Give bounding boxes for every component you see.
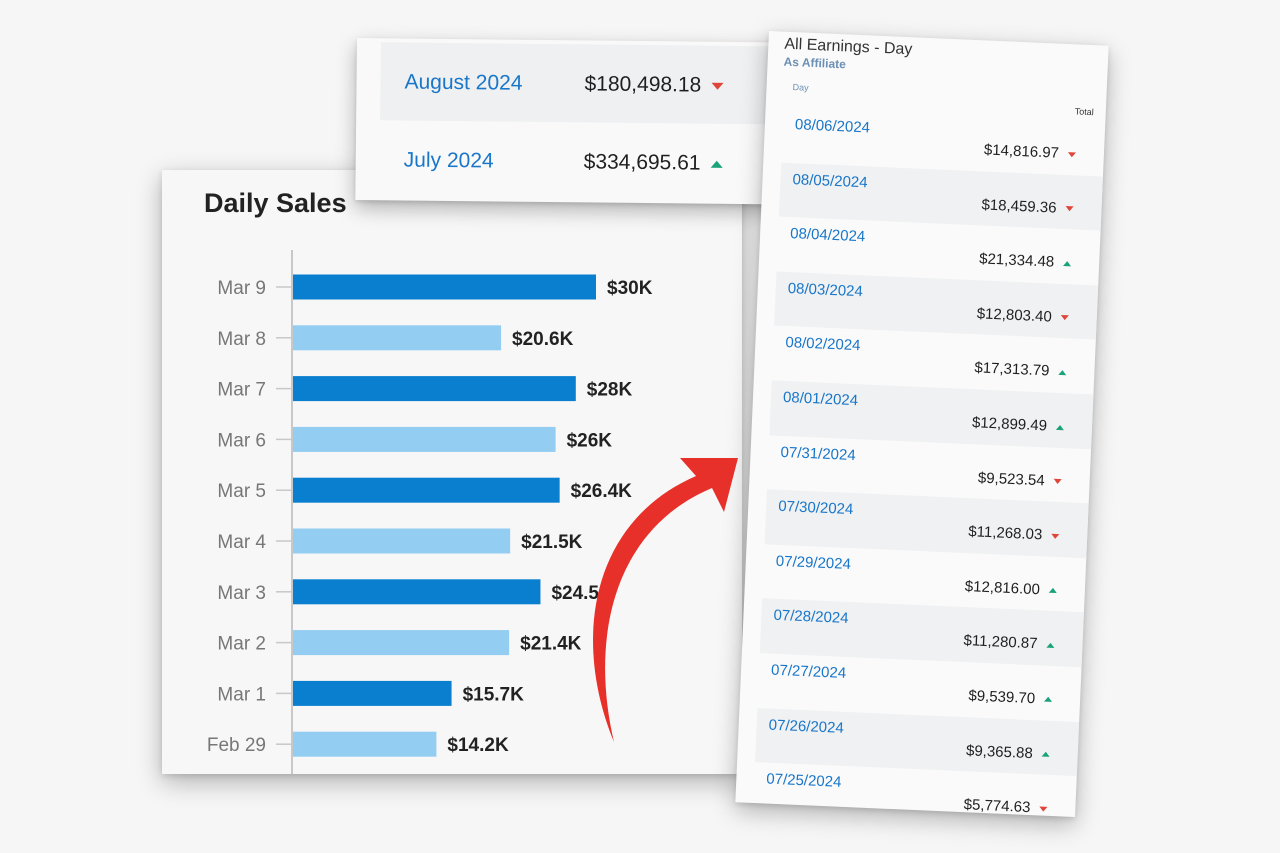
bar-value-label: $26.4K [571,481,633,502]
trend-down-icon [1053,478,1062,485]
earnings-subtitle: As Affiliate [783,54,847,72]
earnings-total: $18,459.36 [981,196,1074,217]
earnings-date-link[interactable]: 08/04/2024 [789,225,866,246]
earnings-total: $5,774.63 [963,796,1048,817]
category-tick-label: Feb 29 [207,735,266,756]
earnings-date-link[interactable]: 08/02/2024 [785,334,861,355]
earnings-total: $9,539.70 [968,687,1053,708]
earnings-total: $11,268.03 [968,523,1060,544]
earnings-total: $12,803.40 [976,305,1069,326]
month-row[interactable]: July 2024 $334,695.61 [355,120,786,202]
earnings-date-link[interactable]: 07/27/2024 [770,661,847,682]
earnings-date-link[interactable]: 07/30/2024 [777,497,854,519]
trend-up-icon [1055,424,1065,430]
sales-bar[interactable] [293,274,596,300]
sales-bar[interactable] [293,731,437,757]
daily-earnings-card: All Earnings - Day As Affiliate Day Tota… [735,30,1109,818]
earnings-total: $12,816.00 [965,578,1058,599]
earnings-date-link[interactable]: 07/31/2024 [780,443,857,464]
sales-bar[interactable] [293,325,502,351]
trend-down-icon [711,82,724,90]
earnings-total: $14,816.97 [984,141,1077,162]
trend-up-icon [1041,751,1050,757]
bar-value-label: $21.5K [521,532,583,553]
sales-bar[interactable] [293,528,511,554]
bar-value-label: $21.4K [520,634,582,655]
daily-sales-title: Daily Sales [204,188,347,218]
trend-up-icon [1043,697,1053,703]
earnings-total: $9,523.54 [978,469,1062,490]
category-tick-label: Mar 5 [217,481,266,502]
trend-up-icon [1046,642,1055,648]
trend-up-icon [1058,369,1067,376]
earnings-date-link[interactable]: 07/26/2024 [768,716,845,737]
earnings-total: $21,334.48 [979,251,1072,272]
column-header-total: Total [1074,106,1094,118]
earnings-date-link[interactable]: 08/01/2024 [782,388,859,410]
daily-sales-card: Daily Sales Mar 9 $30K Mar 8 $20.6K Mar 7 $28… [162,170,742,774]
trend-down-icon [1065,206,1074,212]
trend-up-icon [1063,260,1072,267]
bar-value-label: $24.5K [551,583,613,604]
earnings-date-link[interactable]: 07/28/2024 [773,607,849,628]
trend-down-icon [1051,533,1060,539]
month-label[interactable]: July 2024 [403,148,494,173]
trend-up-icon [710,160,723,168]
earnings-date-link[interactable]: 08/06/2024 [794,116,871,137]
earnings-total: $9,365.88 [966,742,1050,763]
earnings-date-link[interactable]: 07/25/2024 [765,770,842,791]
bar-value-label: $14.2K [447,735,509,756]
column-header-day: Day [792,82,809,93]
bar-value-label: $20.6K [512,329,574,350]
earnings-date-link[interactable]: 08/03/2024 [787,279,864,301]
trend-up-icon [1048,587,1057,594]
category-tick-label: Mar 3 [217,583,266,604]
trend-down-icon [1060,315,1069,321]
earnings-date-link[interactable]: 08/05/2024 [792,170,868,191]
sales-bar[interactable] [293,630,510,656]
category-tick-label: Mar 6 [217,430,266,451]
bar-value-label: $15.7K [463,684,525,705]
category-tick-label: Mar 9 [217,278,266,299]
bar-value-label: $26K [567,430,613,451]
sales-bar[interactable] [293,376,576,402]
daily-sales-chart: Mar 9 $30K Mar 8 $20.6K Mar 7 $28K Mar 6 $26K Ma… [207,250,653,774]
sales-bar[interactable] [293,680,452,706]
earnings-date-link[interactable]: 07/29/2024 [775,552,852,573]
category-tick-label: Mar 7 [217,380,266,401]
category-tick-label: Mar 8 [217,329,266,350]
month-value: $334,695.61 [584,150,723,175]
earnings-total: $17,313.79 [974,360,1067,381]
monthly-earnings-card: August 2024 $180,498.18 July 2024 $334,6… [355,38,787,205]
sales-bar[interactable] [293,426,556,452]
month-row[interactable]: August 2024 $180,498.18 [380,42,787,125]
sales-bar[interactable] [293,477,560,503]
trend-down-icon [1039,806,1048,812]
earnings-list: 08/06/2024 $14,816.97 08/05/2024 $18,459.36… [735,107,1105,817]
earnings-total: $11,280.87 [963,632,1055,653]
month-label[interactable]: August 2024 [404,70,523,95]
category-tick-label: Mar 4 [217,532,266,553]
category-tick-label: Mar 1 [217,684,266,705]
trend-down-icon [1067,151,1077,157]
bar-value-label: $30K [607,278,653,299]
earnings-total: $12,899.49 [972,414,1065,435]
sales-bar[interactable] [293,579,541,605]
category-tick-label: Mar 2 [217,634,266,655]
bar-value-label: $28K [587,380,633,401]
month-value: $180,498.18 [584,72,724,97]
